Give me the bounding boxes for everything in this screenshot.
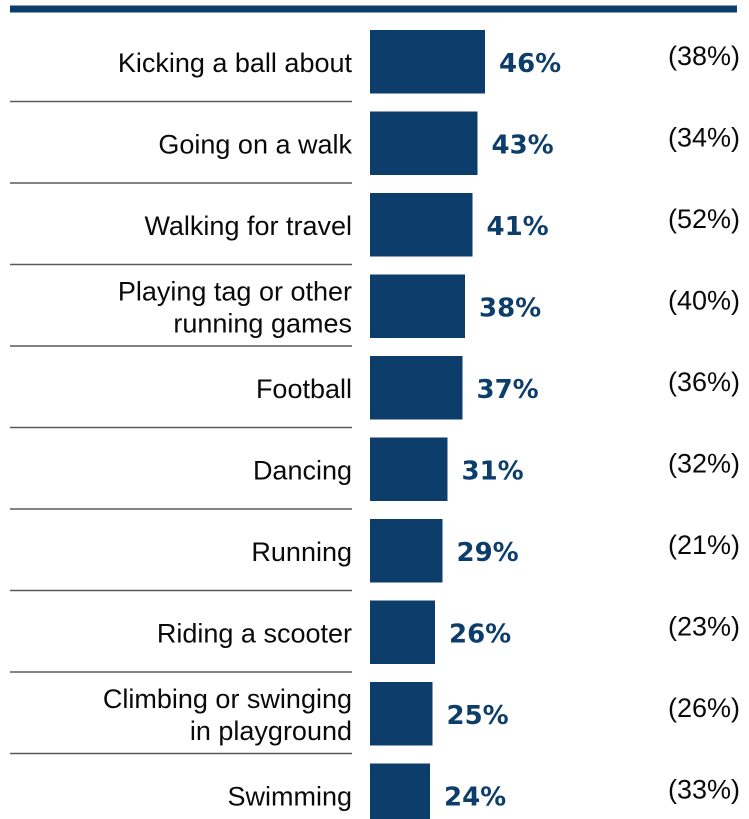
bar — [370, 111, 478, 175]
chart-row: Dancing 31% (32%) — [10, 437, 740, 510]
category-label: Football — [256, 374, 352, 404]
chart-row: Running 29% (21%) — [10, 519, 740, 592]
comparison-label: (52%) — [668, 204, 740, 234]
chart-row: Walking for travel 41% (52%) — [10, 193, 740, 266]
comparison-label: (26%) — [668, 693, 740, 723]
category-label: Swimming — [227, 781, 352, 811]
comparison-label: (36%) — [668, 367, 740, 397]
category-label: Kicking a ball about — [118, 48, 353, 78]
comparison-label: (34%) — [668, 122, 740, 152]
value-label: 37% — [477, 375, 539, 405]
category-label: Walking for travel — [144, 211, 352, 241]
value-label: 41% — [487, 212, 549, 242]
comparison-label: (33%) — [668, 774, 740, 804]
chart-row: Kicking a ball about 46% (38%) — [10, 30, 740, 103]
comparison-label: (40%) — [668, 285, 740, 315]
value-label: 31% — [462, 456, 524, 486]
bar — [370, 682, 433, 746]
bar — [370, 30, 485, 94]
chart-row: Riding a scooter 26% (23%) — [10, 600, 740, 673]
category-label: Riding a scooter — [157, 618, 352, 648]
comparison-label: (38%) — [668, 41, 740, 71]
bar — [370, 437, 448, 501]
value-label: 29% — [457, 538, 519, 568]
bar — [370, 193, 473, 257]
category-label: running games — [173, 308, 352, 338]
category-label: Climbing or swinging — [103, 684, 352, 714]
category-label: in playground — [190, 716, 352, 746]
value-label: 43% — [492, 130, 554, 160]
category-label: Going on a walk — [158, 129, 352, 159]
bar — [370, 519, 443, 583]
value-label: 25% — [447, 701, 509, 731]
category-label: Running — [251, 537, 352, 567]
comparison-label: (23%) — [668, 611, 740, 641]
bar — [370, 356, 463, 420]
chart-row: Swimming 24% (33%) — [227, 763, 740, 819]
chart-rows: Kicking a ball about 46% (38%) Going on a w… — [10, 30, 740, 819]
value-label: 46% — [499, 49, 561, 79]
value-label: 24% — [444, 782, 506, 812]
bar — [370, 600, 435, 664]
category-label: Playing tag or other — [118, 276, 352, 306]
value-label: 26% — [449, 619, 511, 649]
comparison-label: (21%) — [668, 530, 740, 560]
value-label: 38% — [479, 293, 541, 323]
bar — [370, 274, 465, 338]
chart-row: Football 37% (36%) — [10, 356, 740, 429]
chart-row: Going on a walk 43% (34%) — [10, 111, 740, 184]
comparison-label: (32%) — [668, 448, 740, 478]
category-label: Dancing — [253, 455, 352, 485]
bar — [370, 763, 430, 819]
